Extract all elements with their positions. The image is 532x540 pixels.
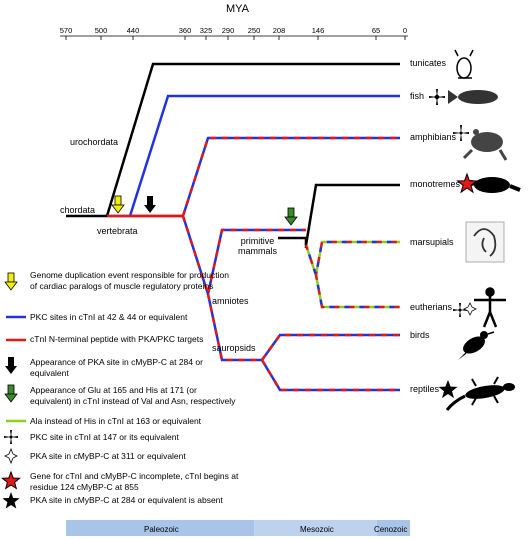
taxon-reptiles: reptiles	[410, 384, 440, 394]
legend-text-pka-311: PKA site in cMyBP-C at 311 or equivalent	[30, 451, 186, 461]
clade-chordata: chordata	[60, 205, 96, 215]
marsupial-icon	[465, 221, 505, 263]
amphibian-pkc-cross	[453, 125, 469, 141]
fish-pkc-cross	[429, 89, 445, 105]
monotreme-red-star	[456, 172, 478, 194]
tick-label: 360	[178, 26, 192, 35]
tick-label: 570	[59, 26, 73, 35]
fish-icon	[448, 90, 498, 104]
therian-branches	[304, 240, 400, 309]
clade-primitive-mammals: primitive mammals	[238, 236, 278, 256]
era-cenozoic: Cenozoic	[374, 525, 408, 534]
clade-urochordata: urochordata	[70, 137, 119, 147]
taxon-tunicates: tunicates	[410, 58, 447, 68]
tunicate-icon	[454, 49, 474, 79]
clade-amniotes: amniotes	[212, 296, 249, 306]
legend-black-cross	[4, 430, 18, 444]
human-icon	[474, 287, 506, 328]
yellow-arrow-marker	[111, 195, 125, 214]
eutherian-crosses	[453, 302, 477, 317]
taxon-marsupials: marsupials	[410, 237, 454, 247]
taxon-birds: birds	[410, 330, 430, 340]
tick-label: 250	[247, 26, 261, 35]
legend-red-star	[1, 470, 21, 490]
legend-text-pkc-42-44: PKC sites in cTnI at 42 & 44 or equivale…	[30, 312, 188, 322]
tick-label: 440	[126, 26, 140, 35]
tick-label: 65	[371, 26, 381, 35]
tick-label: 290	[221, 26, 235, 35]
clade-vertebrata: vertebrata	[97, 226, 138, 236]
mammal-stem-black	[278, 236, 308, 248]
time-axis	[60, 35, 408, 40]
tick-label: 325	[199, 26, 213, 35]
black-branches	[66, 62, 400, 248]
legend-black-arrow	[5, 357, 17, 374]
legend-text-gene-incomplete: Gene for cTnI and cMyBP-C incomplete, cT…	[30, 471, 239, 492]
green-arrow-marker	[284, 207, 298, 226]
legend-text-n-terminal: cTnI N-terminal peptide with PKA/PKC tar…	[30, 334, 204, 344]
legend-text-pka-absent: PKA site in cMyBP-C at 284 or equivalent…	[30, 495, 223, 505]
taxon-fish: fish	[410, 91, 425, 101]
legend-text-pka-cmybpc-284: Appearance of PKA site in cMyBP-C at 284…	[30, 357, 203, 378]
taxon-eutherians: eutherians	[410, 302, 453, 312]
legend-text-pkc-147: PKC site in cTnI at 147 or its equivalen…	[30, 432, 179, 442]
legend-text-glu-his: Appearance of Glu at 165 and His at 171 …	[30, 385, 236, 406]
taxon-amphibians: amphibians	[410, 132, 457, 142]
legend-green-arrow	[4, 384, 18, 403]
axis-title: MYA	[226, 3, 250, 15]
lizard-icon	[445, 376, 515, 411]
frog-icon	[462, 129, 508, 161]
legend-text-ala-his: Ala instead of His in cTnI at 163 or equ…	[30, 416, 202, 426]
black-arrow-marker	[144, 196, 156, 213]
tick-label: 146	[311, 26, 325, 35]
clade-sauropsids: sauropsids	[212, 343, 256, 353]
fish-branch	[128, 94, 400, 217]
era-paleozoic: Paleozoic	[144, 525, 179, 534]
legend-yellow-arrow	[4, 272, 18, 291]
tick-label: 208	[272, 26, 286, 35]
taxon-monotremes: monotremes	[410, 179, 461, 189]
tick-label: 500	[94, 26, 108, 35]
bird-icon	[458, 331, 495, 360]
tick-label: 0	[402, 26, 408, 35]
legend-open-cross	[4, 447, 18, 465]
monotremes-branch	[304, 183, 400, 246]
red-blue-branches	[107, 136, 400, 392]
tunicates-branch	[105, 62, 400, 217]
reptile-black-star	[438, 380, 458, 399]
legend-black-star	[2, 492, 20, 509]
era-bar	[66, 520, 410, 536]
legend-text-genome-duplication: Genome duplication event responsible for…	[30, 270, 229, 291]
era-mesozoic: Mesozoic	[300, 525, 334, 534]
